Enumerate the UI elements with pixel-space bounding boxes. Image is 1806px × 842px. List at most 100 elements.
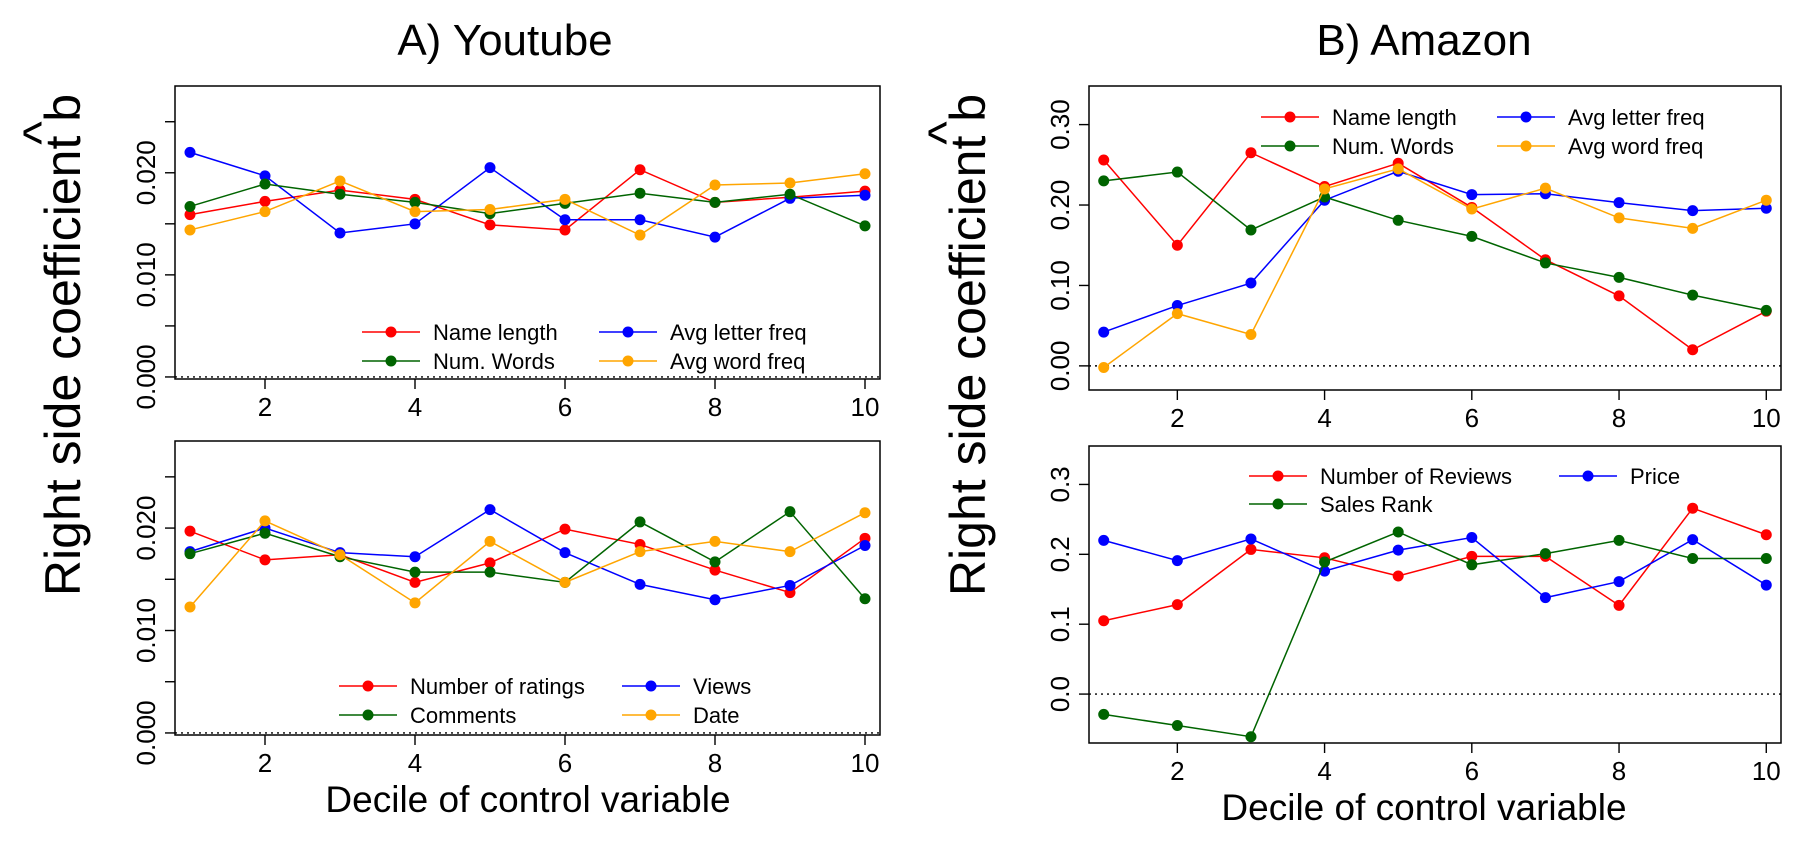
x-tick-label: 6 xyxy=(1465,756,1479,786)
data-point xyxy=(334,188,346,200)
data-point xyxy=(484,162,496,174)
panel-title-amazon: B) Amazon xyxy=(1316,16,1531,65)
data-point xyxy=(1466,532,1478,544)
chart-panel-youtube-top: 2 4 6 8 10 0.000 0.010 0.020 Name length Avg lett… xyxy=(131,85,881,422)
data-point xyxy=(1466,203,1478,215)
legend-swatch-point xyxy=(385,326,397,338)
data-point xyxy=(184,548,196,560)
legend-swatch-point xyxy=(1520,140,1532,152)
data-point xyxy=(484,566,496,578)
series-line xyxy=(1103,507,1767,622)
y-axis-title-left: Right side coefficient b ^ xyxy=(13,94,91,596)
x-tick-label: 4 xyxy=(1317,403,1331,433)
y-axis-title-right-text: Right side coefficient b xyxy=(940,94,996,596)
data-point xyxy=(1392,570,1404,582)
data-point xyxy=(784,546,796,558)
data-point xyxy=(1098,154,1110,166)
chart-panel-amazon-bottom: 2 4 6 8 10 0.0 0.1 0.2 0.3 Number of Reviews Price… xyxy=(1045,445,1782,786)
data-point xyxy=(709,179,721,191)
data-point xyxy=(634,164,646,176)
series-line xyxy=(189,510,866,600)
data-point xyxy=(1687,222,1699,234)
data-point xyxy=(334,227,346,239)
series-line xyxy=(189,183,866,227)
series-line xyxy=(189,528,866,594)
data-point xyxy=(184,200,196,212)
x-axis-title-amazon: Decile of control variable xyxy=(1221,787,1626,828)
data-point xyxy=(1539,548,1551,560)
data-point xyxy=(259,527,271,539)
data-point xyxy=(1687,289,1699,301)
series-line xyxy=(1103,536,1767,599)
data-point xyxy=(1760,304,1772,316)
data-point xyxy=(1171,599,1183,611)
data-point xyxy=(184,209,196,221)
y-tick-label: 0.000 xyxy=(131,700,161,765)
legend-label: Avg word freq xyxy=(1568,134,1703,159)
data-point xyxy=(1392,544,1404,556)
data-point xyxy=(1171,166,1183,178)
x-tick-label: 8 xyxy=(1612,756,1626,786)
data-point xyxy=(334,175,346,187)
data-point xyxy=(709,594,721,606)
data-point xyxy=(1613,271,1625,283)
data-point xyxy=(634,214,646,226)
data-point xyxy=(1760,202,1772,214)
data-point xyxy=(334,549,346,561)
series-line xyxy=(189,168,866,231)
data-point xyxy=(1687,502,1699,514)
legend-label: Num. Words xyxy=(433,349,555,374)
legend-label: Views xyxy=(693,674,751,699)
y-axis-title-left-text: Right side coefficient b xyxy=(35,94,91,596)
data-point xyxy=(1613,212,1625,224)
legend-label: Avg letter freq xyxy=(1568,105,1705,130)
data-point xyxy=(1539,182,1551,194)
data-point xyxy=(1245,329,1257,341)
data-point xyxy=(1392,214,1404,226)
data-point xyxy=(1466,550,1478,562)
x-tick-label: 6 xyxy=(1465,403,1479,433)
plot-frame xyxy=(1088,445,1782,744)
series-line xyxy=(189,508,866,601)
legend-swatch-point xyxy=(1272,470,1284,482)
y-tick-label: 0.020 xyxy=(131,496,161,561)
data-point xyxy=(1392,526,1404,538)
data-point xyxy=(184,601,196,613)
data-point xyxy=(1687,534,1699,546)
y-tick-label: 0.10 xyxy=(1045,260,1075,311)
data-point xyxy=(709,535,721,547)
data-point xyxy=(1098,708,1110,720)
data-point xyxy=(484,535,496,547)
data-point xyxy=(409,196,421,208)
y-tick-label: 0.00 xyxy=(1045,341,1075,392)
legend-swatch-point xyxy=(645,680,657,692)
data-point xyxy=(259,170,271,182)
data-point xyxy=(1687,344,1699,356)
data-point xyxy=(1245,147,1257,159)
data-point xyxy=(709,556,721,568)
data-point xyxy=(1171,239,1183,251)
y-tick-label: 0.2 xyxy=(1045,536,1075,572)
data-point xyxy=(709,196,721,208)
data-point xyxy=(1760,194,1772,206)
y-tick-label: 0.010 xyxy=(131,598,161,663)
data-point xyxy=(1245,543,1257,555)
legend-swatch-point xyxy=(362,680,374,692)
y-axis-title-right: Right side coefficient b ^ xyxy=(918,94,996,596)
data-point xyxy=(1613,290,1625,302)
data-point xyxy=(859,220,871,232)
series-line xyxy=(1103,168,1767,369)
legend-swatch-point xyxy=(1272,498,1284,510)
plot-frame xyxy=(174,85,881,380)
y-axis-title-left-hat: ^ xyxy=(13,121,69,145)
data-point xyxy=(409,206,421,218)
data-point xyxy=(184,146,196,158)
y-axis-title-right-hat: ^ xyxy=(918,121,974,145)
data-point xyxy=(1098,361,1110,373)
x-tick-label: 4 xyxy=(408,748,422,778)
series-line xyxy=(1103,531,1767,738)
x-tick-label: 4 xyxy=(408,392,422,422)
data-point xyxy=(409,597,421,609)
data-point xyxy=(559,547,571,559)
data-point xyxy=(1613,534,1625,546)
